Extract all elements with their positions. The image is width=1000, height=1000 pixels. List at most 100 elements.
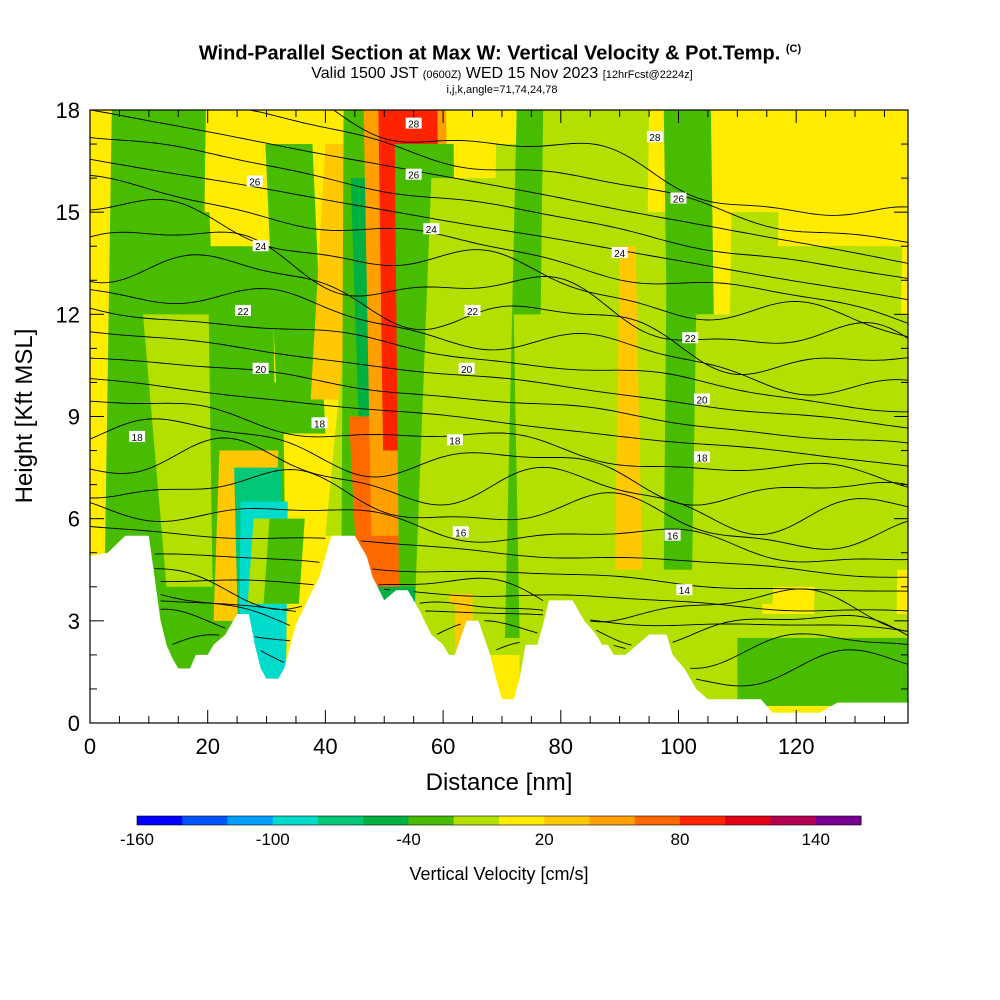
colorbar-swatch [453,816,500,825]
field-band [263,518,305,604]
isotherm-label-text: 24 [255,242,267,253]
isotherm-line [90,526,908,578]
isotherm-label-text: 22 [685,334,697,345]
potential-temperature-contours [90,110,908,687]
isotherm-label-text: 18 [449,436,461,447]
isotherm-label: 24 [423,223,440,236]
isotherm-label-bg [676,584,693,596]
x-tick-label: 60 [431,734,455,759]
isotherm-label-text: 16 [667,532,679,543]
isotherm-label-bg [423,223,440,235]
isotherm-label-text: 24 [426,225,438,236]
y-tick-label: 12 [56,302,80,327]
colorbar-swatch [272,816,319,825]
colorbar-swatch [182,816,228,825]
chart-title-mark: (C) [785,43,802,55]
isotherm-line [154,553,908,592]
axes-group: 0 20 40 60 80 100 120 0 3 6 9 12 15 18 [56,98,908,759]
x-tick-label: 20 [195,734,219,759]
x-tick-label: 120 [778,734,815,759]
colorbar-swatch [680,816,726,825]
vertical-velocity-field [90,110,908,723]
isotherm-line [90,469,908,550]
isotherm-label-bg [405,168,422,180]
isotherm-line [160,608,908,669]
y-tick-label: 9 [68,405,80,430]
isotherm-label-bg [252,240,269,252]
isotherm-line [90,254,908,376]
isotherm-label-bg [611,247,628,259]
isotherm-label-bg [682,332,699,344]
colorbar-swatch [363,816,409,825]
isotherm-label-bg [694,451,711,463]
y-tick-label: 6 [68,507,80,532]
colorbar-tick-label: -100 [256,830,290,849]
isotherm-label-text: 26 [673,195,685,206]
isotherm-label-text: 26 [249,178,261,189]
isotherm-line [90,418,908,506]
isotherm-label: 18 [446,434,463,447]
isotherm-label: 20 [694,393,711,406]
isotherm-label-bg [458,362,475,374]
isotherm-label-bg [646,131,663,143]
isotherm-label: 26 [246,175,263,189]
y-tick-label: 15 [56,200,80,225]
isotherm-label: 26 [405,168,422,182]
isotherm-label-text: 18 [314,419,326,430]
colorbar-swatch [725,816,771,825]
colorbar-tick-label: 140 [802,830,830,849]
subtitle-valid: Valid 1500 JST [311,64,419,82]
colorbar-tick-label: 20 [535,830,554,849]
x-tick-label: 40 [313,734,337,759]
isotherm-label-bg [129,430,146,442]
x-axis-label: Distance [nm] [426,769,573,796]
isotherm-line [90,198,908,338]
isotherm-line [90,231,908,344]
isotherm-label-text: 28 [649,133,661,144]
subtitle-run: [12hrFcst@2224z] [602,68,693,81]
colorbar-swatch [589,816,636,825]
subtitle-date: WED 15 Nov 2023 [465,64,599,82]
isotherm-label: 16 [664,529,681,543]
isotherm-label-text: 28 [408,120,420,131]
chart-title-text: Wind-Parallel Section at Max W: Vertical… [198,42,781,65]
isotherm-label-text: 26 [408,171,420,182]
isotherm-label-bg [464,304,481,316]
isotherm-label-text: 20 [255,365,267,376]
colorbar-label: Vertical Velocity [cm/s] [409,864,588,884]
isotherm-label-bg [311,417,328,429]
colorbar-frame [136,815,862,826]
isotherm-label: 28 [405,117,422,131]
isotherm-line [332,110,908,216]
isotherm-label-text: 20 [461,365,473,376]
isotherm-line [154,568,908,633]
colorbar-swatch [544,816,590,825]
colorbar-tick-label: -40 [396,830,421,849]
colorbar-swatch [408,816,455,825]
colorbar-swatch [227,816,274,825]
colorbar-swatch [634,816,681,825]
chart-subtitle: Valid 1500 JST (0600Z) WED 15 Nov 2023 [… [4,65,1000,84]
colorbar-tick-label: -160 [120,830,154,849]
x-tick-label: 0 [84,734,96,759]
subtitle-utc: (0600Z) [422,68,462,81]
y-tick-label: 18 [56,98,80,123]
isotherm-label: 22 [464,304,481,318]
colorbar-swatch [137,816,183,825]
field-band [663,246,703,570]
chart-title: Wind-Parallel Section at Max W: Vertical… [0,38,1000,65]
isotherm-label-text: 22 [237,307,249,318]
isotherm-label-text: 24 [614,249,626,260]
isotherm-label-bg [694,393,711,405]
isotherm-line [172,634,908,687]
colorbar-swatch [770,816,817,825]
isotherm-line [90,137,908,280]
isotherm-line [90,400,908,488]
isotherm-label-text: 18 [132,433,144,444]
isotherm-line [160,594,908,646]
colorbar-swatch [815,816,862,825]
isotherm-label: 20 [252,362,269,376]
isotherm-label-bg [446,434,463,446]
isotherm-label-text: 20 [696,395,708,406]
